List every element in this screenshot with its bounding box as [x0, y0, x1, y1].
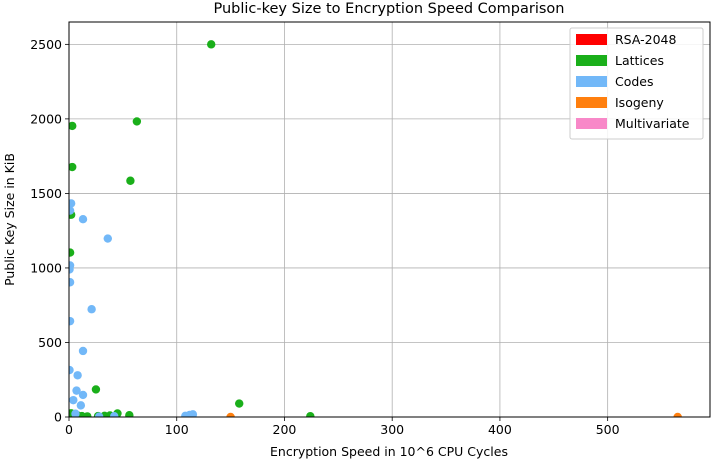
point-lattices	[69, 248, 75, 257]
point-lattices	[125, 411, 134, 417]
x-tick-label: 300	[380, 422, 404, 437]
y-tick-label: 500	[38, 335, 62, 350]
legend-label-lattices: Lattices	[615, 53, 664, 68]
point-codes	[69, 206, 75, 215]
point-codes	[69, 265, 74, 274]
point-codes	[78, 215, 88, 224]
x-tick-label: 0	[65, 422, 73, 437]
point-codes	[69, 365, 74, 375]
point-lattices	[235, 399, 244, 408]
point-codes	[87, 305, 96, 314]
legend-label-isogeny: Isogeny	[615, 95, 664, 110]
point-codes	[103, 234, 112, 243]
y-tick-label: 2000	[30, 111, 62, 126]
point-codes	[78, 346, 88, 356]
point-codes	[71, 409, 80, 417]
legend-swatch-lattices	[576, 55, 607, 66]
chart-title: Public-key Size to Encryption Speed Comp…	[213, 1, 564, 17]
legend-label-multivariate: Multivariate	[615, 116, 690, 131]
axis-ticks: 0 100 200 300 400 500 0 500 1000 1500 2000 2500	[30, 37, 619, 437]
point-lattices	[306, 412, 315, 417]
point-lattices	[69, 121, 77, 131]
legend-swatch-isogeny	[576, 97, 607, 108]
y-tick-label: 0	[54, 410, 62, 425]
legend-label-rsa-2048: RSA-2048	[615, 32, 676, 47]
point-lattices	[83, 412, 92, 417]
x-tick-label: 200	[273, 422, 297, 437]
point-lattices	[69, 162, 77, 172]
legend-swatch-rsa-2048	[576, 34, 607, 45]
point-codes	[188, 410, 198, 417]
legend-label-codes: Codes	[615, 74, 654, 89]
point-lattices	[207, 40, 216, 49]
point-codes	[76, 401, 86, 410]
y-tick-label: 1000	[30, 260, 62, 275]
plot-frame	[68, 21, 711, 418]
x-tick-label: 500	[596, 422, 620, 437]
x-axis-label: Encryption Speed in 10^6 CPU Cycles	[270, 444, 508, 459]
point-codes	[72, 386, 81, 395]
point-codes	[110, 412, 119, 417]
y-tick-label: 1500	[30, 186, 62, 201]
point-codes	[69, 199, 76, 208]
point-lattices	[126, 176, 135, 185]
point-codes	[78, 390, 88, 400]
legend-swatch-multivariate	[576, 118, 607, 129]
point-lattices	[91, 385, 101, 394]
data-points	[69, 40, 682, 417]
point-isogeny	[673, 412, 682, 417]
y-tick-label: 2500	[30, 37, 62, 52]
y-axis-label: Public Key Size in KiB	[2, 153, 17, 286]
x-tick-label: 400	[488, 422, 512, 437]
point-codes	[69, 395, 78, 405]
point-lattices	[132, 117, 142, 126]
point-codes	[94, 412, 104, 417]
legend-swatch-codes	[576, 76, 607, 87]
legend: RSA-2048 Lattices Codes Isogeny Multivariate	[569, 27, 704, 140]
point-isogeny	[226, 412, 235, 417]
point-codes	[69, 316, 75, 326]
point-codes	[73, 371, 82, 380]
point-codes	[69, 278, 75, 287]
x-tick-label: 100	[165, 422, 189, 437]
